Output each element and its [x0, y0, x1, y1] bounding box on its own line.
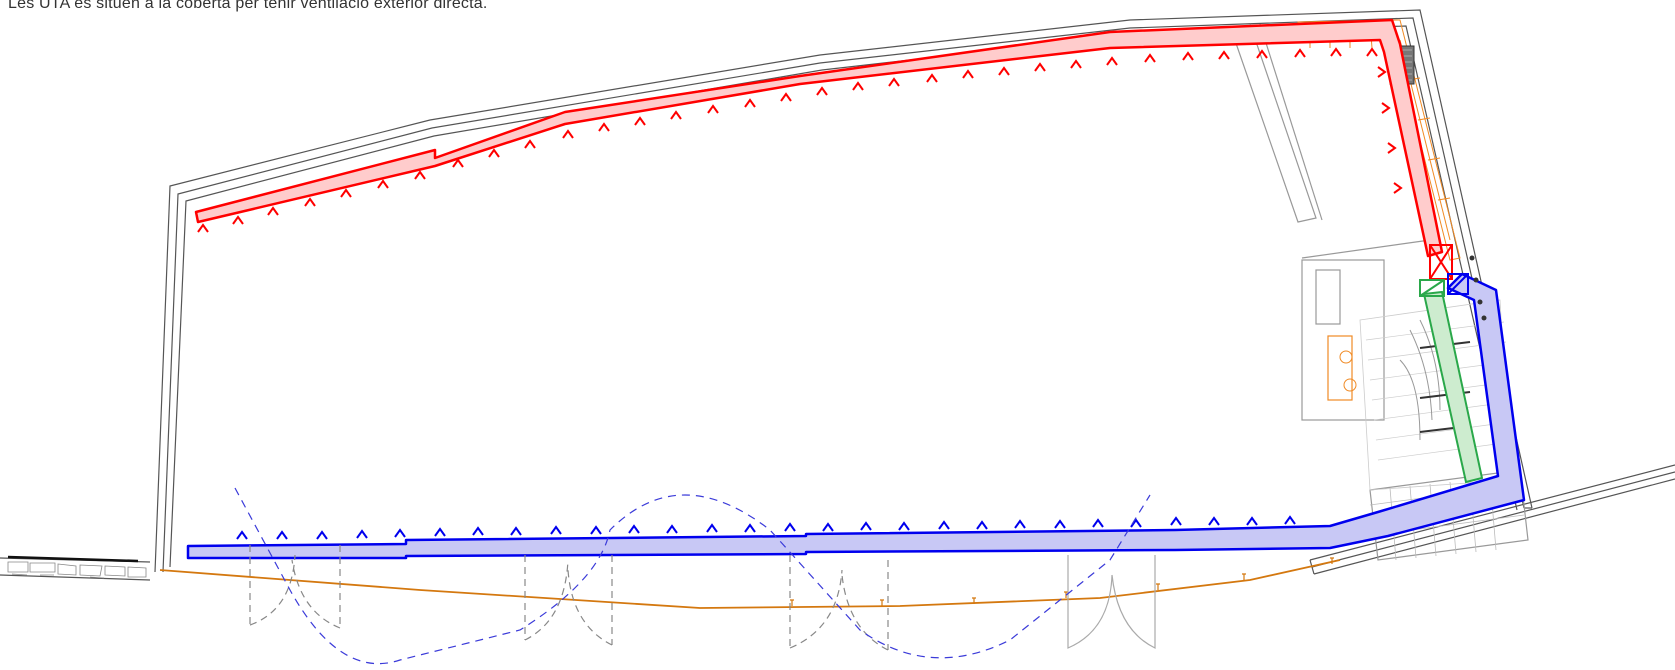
- supply-grille: [510, 526, 522, 536]
- extraction-grille: [488, 148, 500, 158]
- supply-grille: [1014, 519, 1026, 529]
- supply-grille: [628, 524, 640, 534]
- extraction-grille: [414, 170, 426, 180]
- extraction-grille: [267, 206, 279, 216]
- supply-grille: [550, 525, 562, 535]
- extraction-grille: [998, 66, 1010, 76]
- extraction-grille: [562, 129, 574, 139]
- supply-grille: [938, 520, 950, 530]
- supply-grille: [1246, 516, 1258, 526]
- supply-grille: [898, 521, 910, 531]
- extraction-grille: [634, 116, 646, 126]
- facade-line: [159, 557, 1341, 609]
- supply-grille: [784, 522, 796, 532]
- supply-grille: [1130, 518, 1142, 528]
- extraction-grille: [888, 77, 900, 87]
- extraction-grille: [1106, 56, 1118, 66]
- supply-grille: [316, 530, 328, 540]
- extraction-grille: [1387, 142, 1397, 154]
- extraction-grille: [1366, 47, 1378, 57]
- extraction-grille: [377, 179, 389, 189]
- extraction-grille: [670, 110, 682, 120]
- caption-text: Les UTA es situen a la coberta per tenir…: [8, 0, 488, 12]
- supply-grille: [666, 524, 678, 534]
- extraction-grille: [1294, 48, 1306, 58]
- extraction-grille: [1393, 182, 1403, 194]
- supply-grille: [1208, 516, 1220, 526]
- supply-grille: [356, 529, 368, 539]
- extraction-grille: [340, 188, 352, 198]
- supply-grille: [706, 523, 718, 533]
- extraction-grille: [1330, 47, 1342, 57]
- extraction-grille: [524, 139, 536, 149]
- extraction-grille: [707, 104, 719, 114]
- stone-wall-texture: [7, 555, 147, 579]
- supply-grille: [434, 527, 446, 537]
- extraction-grille: [1256, 49, 1268, 59]
- extraction-grille: [304, 197, 316, 207]
- extraction-grille: [780, 92, 792, 102]
- extraction-grille: [1034, 62, 1046, 72]
- extraction-grille: [926, 73, 938, 83]
- facade-dots: [1469, 255, 1487, 321]
- supply-grille: [276, 530, 288, 540]
- supply-grille: [1284, 515, 1296, 525]
- building-walls: [0, 9, 1675, 581]
- extraction-grille: [1377, 66, 1387, 78]
- extraction-grille: [744, 98, 756, 108]
- extraction-grille: [816, 86, 828, 96]
- extraction-grille: [452, 158, 464, 168]
- supply-duct: [186, 272, 1526, 560]
- extraction-grille: [1381, 102, 1391, 114]
- extraction-grille: [1218, 50, 1230, 60]
- extraction-grille: [197, 223, 209, 233]
- extraction-grille: [1070, 59, 1082, 69]
- supply-grille: [976, 520, 988, 530]
- extraction-grille: [1144, 53, 1156, 63]
- extraction-grilles: [197, 47, 1403, 233]
- supply-grille: [590, 525, 602, 535]
- bathroom-fixtures: [1339, 319, 1471, 441]
- door-swings: [249, 545, 1156, 651]
- supply-grille: [394, 528, 406, 538]
- extraction-grille: [962, 69, 974, 79]
- extraction-grille: [852, 81, 864, 91]
- extraction-grille: [232, 215, 244, 225]
- extraction-grille: [1182, 51, 1194, 61]
- supply-grille: [1170, 516, 1182, 526]
- supply-grille: [860, 521, 872, 531]
- supply-grille: [1054, 519, 1066, 529]
- extraction-grille: [598, 122, 610, 132]
- supply-grille: [472, 526, 484, 536]
- supply-grille: [236, 530, 248, 540]
- supply-grille: [822, 522, 834, 532]
- supply-grille: [1092, 518, 1104, 528]
- supply-grille: [744, 523, 756, 533]
- dashed-arcs: [234, 487, 1151, 665]
- green-duct: [1419, 279, 1484, 484]
- supply-grilles: [236, 515, 1296, 540]
